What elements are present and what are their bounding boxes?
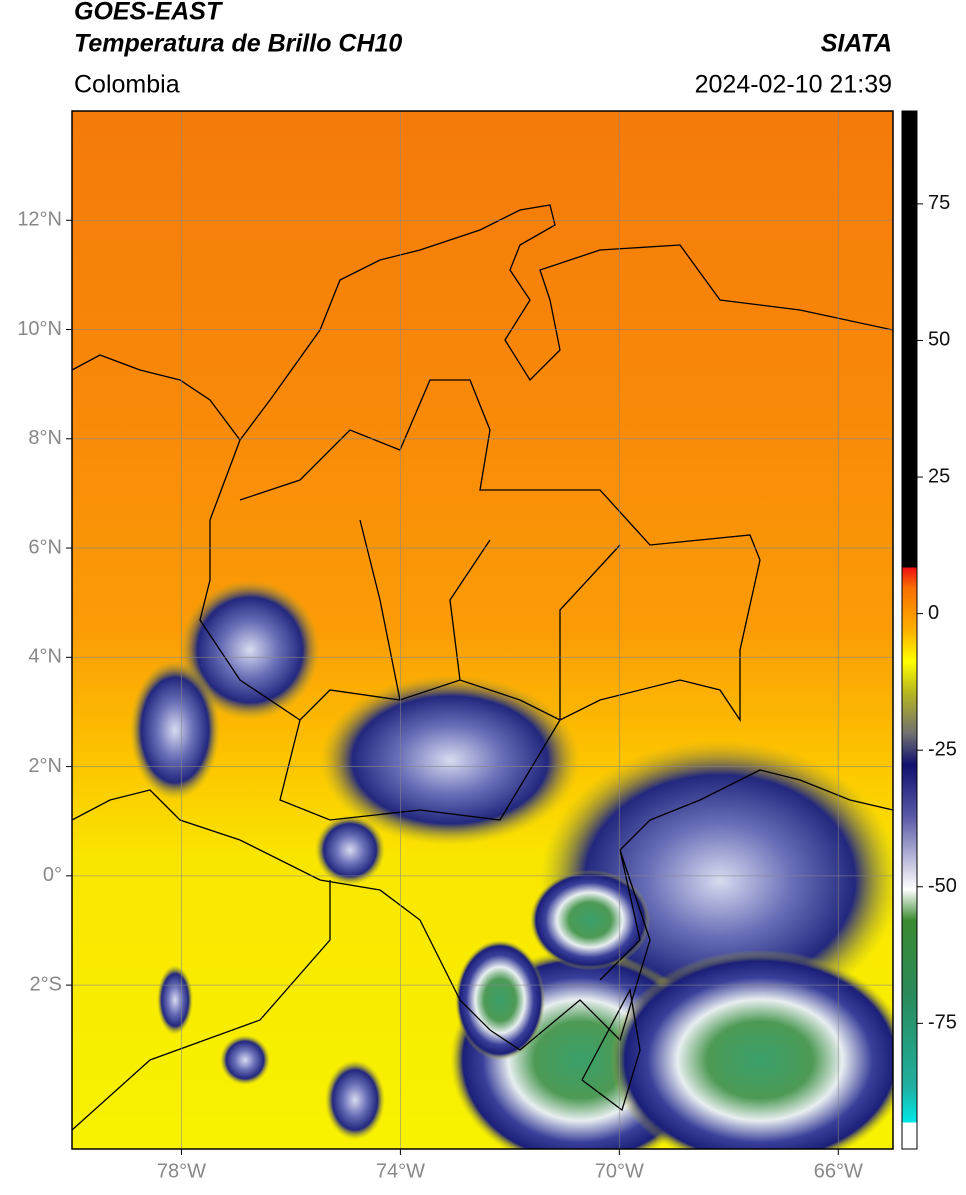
colorbar-tick-label: -25	[928, 738, 957, 760]
y-tick-label: 4°N	[28, 646, 62, 668]
colorbar-tick-label: 0	[928, 602, 939, 624]
datetime: 2024-02-10 21:39	[695, 71, 892, 99]
source: SIATA	[821, 30, 892, 58]
gridlines	[72, 111, 893, 1149]
subtitle: Temperatura de Brillo CH10	[74, 30, 402, 58]
colorbar-tick-label: -75	[928, 1012, 957, 1034]
y-tick-label: 2°S	[30, 973, 62, 995]
tick-labels: 78°W 74°W 70°W 66°W 12°N 10°N 8°N 6°N 4°N 2°N 0° 2°…	[17, 192, 957, 1182]
colorbar-tick-label: -50	[928, 875, 957, 897]
y-tick-label: 2°N	[28, 755, 62, 777]
y-tick-label: 8°N	[28, 427, 62, 449]
satellite-image	[72, 111, 893, 1149]
title: GOES-EAST	[74, 0, 224, 26]
y-tick-label: 10°N	[17, 318, 62, 340]
map-frame	[71, 110, 894, 1150]
colorbar-tick-label: 75	[928, 192, 950, 214]
region: Colombia	[74, 71, 180, 99]
colorbar	[901, 110, 918, 1150]
x-tick-label: 74°W	[376, 1160, 425, 1182]
x-tick-label: 78°W	[157, 1160, 206, 1182]
colorbar-tick-label: 50	[928, 329, 950, 351]
x-tick-label: 66°W	[814, 1160, 863, 1182]
y-tick-label: 6°N	[28, 536, 62, 558]
x-tick-label: 70°W	[595, 1160, 644, 1182]
y-tick-label: 0°	[43, 864, 62, 886]
colorbar-tick-label: 25	[928, 465, 950, 487]
y-tick-label: 12°N	[17, 209, 62, 231]
